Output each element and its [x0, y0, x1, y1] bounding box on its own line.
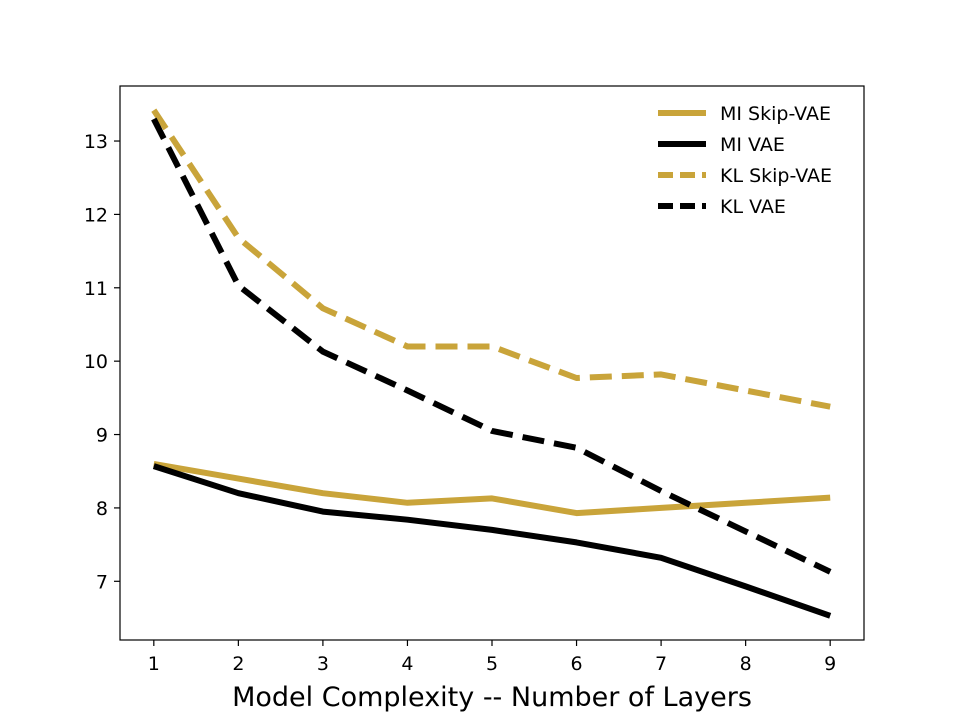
x-tick-label: 9 — [824, 653, 836, 675]
legend-label: KL Skip-VAE — [720, 165, 832, 187]
series-line-mi-vae — [152, 463, 832, 619]
series-line-mi-skip-vae — [153, 460, 831, 517]
x-tick-label: 3 — [317, 653, 329, 675]
legend-label: MI VAE — [720, 134, 785, 156]
y-tick-label: 9 — [96, 425, 108, 447]
y-tick-label: 13 — [84, 131, 108, 153]
x-axis-ticks: 1 2 3 4 5 6 7 8 9 — [148, 640, 836, 675]
series-lines — [151, 108, 832, 619]
x-tick-label: 7 — [655, 653, 667, 675]
y-tick-label: 10 — [84, 351, 108, 373]
x-tick-label: 4 — [401, 653, 413, 675]
x-tick-label: 8 — [740, 653, 752, 675]
x-tick-label: 6 — [570, 653, 582, 675]
x-tick-label: 1 — [148, 653, 160, 675]
x-tick-label: 5 — [486, 653, 498, 675]
series-line-kl-skip-vae — [151, 108, 831, 410]
y-tick-label: 8 — [96, 498, 108, 520]
legend-label: MI Skip-VAE — [720, 103, 831, 125]
legend-label: KL VAE — [720, 196, 786, 218]
x-axis-label: Model Complexity -- Number of Layers — [232, 682, 752, 713]
series-line-kl-vae — [151, 117, 832, 575]
x-tick-label: 2 — [232, 653, 244, 675]
y-tick-label: 7 — [96, 571, 108, 593]
y-tick-label: 11 — [84, 278, 108, 300]
y-tick-label: 12 — [84, 204, 108, 226]
legend: MI Skip-VAE MI VAE KL Skip-VAE KL VAE — [658, 103, 832, 218]
y-axis-ticks: 7 8 9 10 11 12 13 — [84, 131, 120, 593]
